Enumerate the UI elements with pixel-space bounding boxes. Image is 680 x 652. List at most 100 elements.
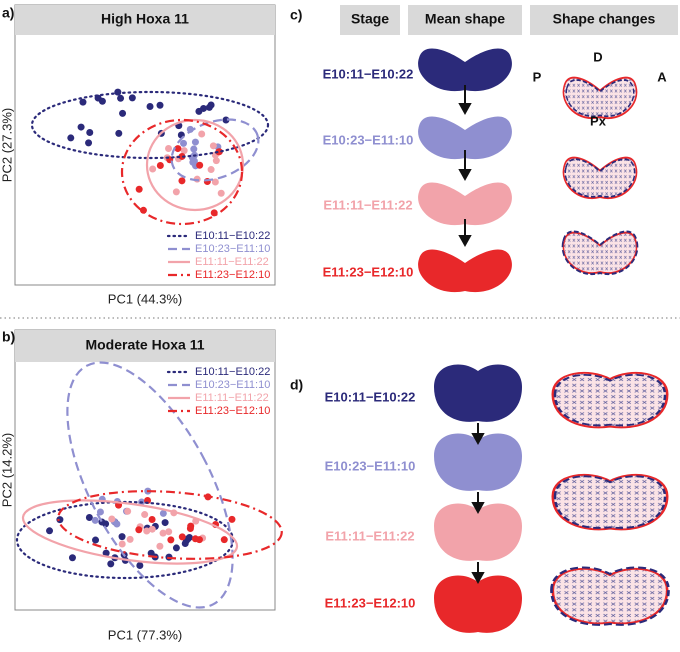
legend: E10:11−E10:22E10:23−E11:10E11:11−E11:22E… [166, 230, 270, 281]
panel-label: c) [290, 7, 302, 23]
legend-label: E10:11−E10:22 [195, 230, 270, 242]
x-axis-label: PC1 (44.3%) [108, 291, 182, 306]
ellipse [120, 118, 244, 226]
scatter-point [92, 536, 100, 544]
scatter-point [156, 542, 164, 550]
scatter-point [222, 116, 230, 124]
scatter-point [191, 138, 199, 146]
y-axis-label: PC2 (27.3%) [0, 108, 14, 182]
scatter-point [146, 103, 154, 111]
scatter-point [148, 525, 156, 533]
y-axis-label: PC2 (14.2%) [0, 433, 14, 507]
stage-label: E11:11−E11:22 [323, 197, 412, 212]
panel-title: High Hoxa 11 [101, 11, 189, 27]
scatter-point [159, 529, 167, 537]
scatter-point [215, 148, 223, 156]
scatter-point [56, 516, 64, 524]
stage-label: E10:11−E10:22 [323, 66, 414, 81]
scatter-point [212, 157, 220, 165]
scatter-point [167, 536, 175, 544]
shape-change [551, 473, 669, 531]
panel-title: Moderate Hoxa 11 [85, 337, 204, 353]
column-header [340, 5, 400, 35]
panel-label: d) [290, 377, 303, 393]
scatter-point [148, 516, 156, 524]
scatter-point [143, 527, 151, 535]
stage-label: E11:23−E12:10 [325, 595, 416, 610]
scatter-point [126, 535, 134, 543]
scatter-point [207, 101, 215, 109]
scatter-point [178, 152, 186, 160]
landmark: P [533, 69, 542, 84]
scatter-point [79, 98, 87, 106]
stage-label: E10:23−E11:10 [325, 458, 416, 473]
legend-label: E11:11−E11:22 [195, 392, 269, 404]
scatter-point [190, 145, 198, 153]
legend-label: E11:11−E11:22 [195, 256, 269, 268]
scatter-point [96, 508, 104, 516]
x-axis-label: PC1 (77.3%) [108, 627, 182, 642]
legend: E10:11−E10:22E10:23−E11:10E11:11−E11:22E… [166, 366, 270, 417]
scatter-point [159, 509, 167, 517]
panel-header [15, 330, 275, 362]
shape-change [550, 566, 670, 627]
legend-label: E11:23−E12:10 [195, 405, 270, 417]
scatter-point [187, 522, 195, 530]
legend-label: E10:23−E11:10 [195, 379, 270, 391]
shape-change [561, 230, 639, 276]
scatter-point [191, 535, 199, 543]
scatter-point [196, 161, 204, 169]
legend-label: E10:23−E11:10 [195, 243, 270, 255]
panel-header [15, 5, 275, 35]
scatter-point [198, 130, 206, 138]
scatter-point [209, 142, 217, 150]
scatter-point [135, 185, 143, 193]
scatter-point [217, 189, 225, 197]
scatter-point [178, 533, 186, 541]
scatter-point [141, 511, 149, 519]
column-header-text: Shape changes [553, 11, 656, 27]
shape-change [551, 371, 669, 429]
scatter-point [108, 515, 116, 523]
ellipse [66, 361, 234, 609]
legend-label: E10:11−E10:22 [195, 366, 270, 378]
shape-change [562, 156, 638, 200]
scatter-point [156, 161, 164, 169]
arrows [458, 85, 472, 248]
ellipse [145, 118, 245, 212]
column-header [408, 5, 522, 35]
landmark: A [657, 69, 667, 84]
scatter-point [91, 516, 99, 524]
landmark: Px [590, 113, 607, 128]
scatter-point [117, 94, 125, 102]
scatter-point [114, 88, 122, 96]
scatter-point [102, 549, 110, 557]
scatter-point [67, 134, 75, 142]
scatter-point [178, 177, 186, 185]
scatter-point [124, 507, 132, 515]
column-header-text: Mean shape [425, 11, 505, 27]
legend-label: E11:23−E12:10 [195, 269, 270, 281]
landmark: D [593, 49, 602, 64]
scatter-point [85, 139, 93, 147]
mean-shape [418, 48, 512, 92]
scatter-point [180, 147, 188, 155]
scatter-point [86, 128, 94, 136]
scatter-point [180, 139, 188, 147]
scatter-point [98, 97, 106, 105]
scatter-point [185, 533, 193, 541]
mean-shape [418, 249, 512, 293]
scatter-point [136, 562, 144, 570]
column-header-text: Stage [351, 11, 389, 27]
scatter-point [68, 554, 76, 562]
scatter-point [156, 101, 164, 109]
scatter-b [46, 487, 236, 570]
scatter-point [46, 527, 54, 535]
arrows [471, 423, 485, 585]
scatter-point [161, 519, 169, 527]
scatter-point [165, 145, 173, 153]
scatter-point [207, 166, 215, 174]
scatter-point [128, 94, 136, 102]
panel-label: b) [2, 329, 15, 345]
